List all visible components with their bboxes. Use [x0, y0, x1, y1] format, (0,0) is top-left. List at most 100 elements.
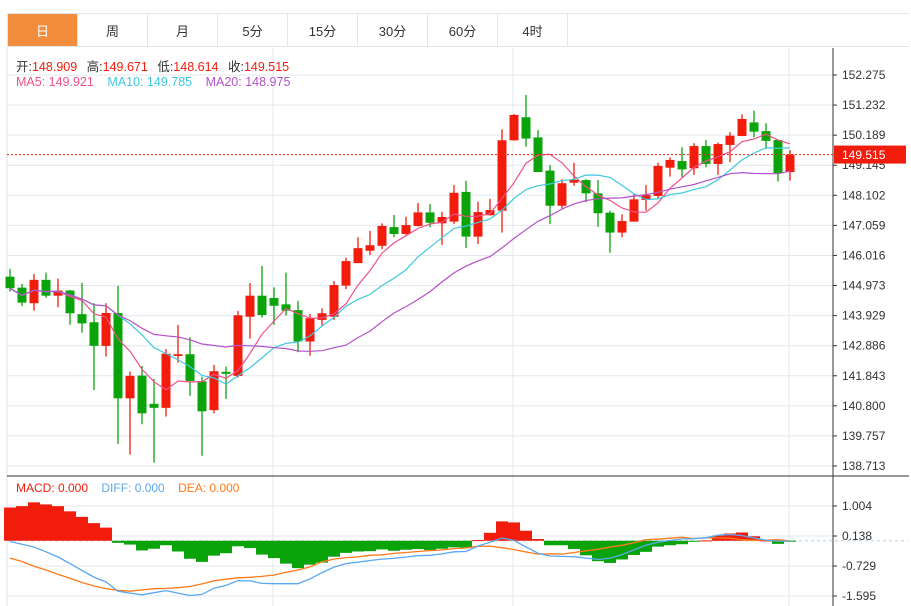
candle-body	[197, 381, 207, 412]
candle	[557, 179, 567, 209]
candle-body	[353, 248, 363, 264]
macd-bar	[484, 532, 496, 541]
ma10-line	[9, 147, 791, 385]
ma-legend: MA5: 149.921 MA10: 149.785 MA20: 148.975	[16, 75, 296, 89]
macd-bar	[616, 540, 628, 560]
candle-body	[65, 290, 75, 314]
macd-bar	[88, 523, 100, 541]
y-tick-label: 150.189	[842, 128, 886, 142]
candle	[341, 257, 351, 290]
ma10-value: MA10: 149.785	[107, 75, 193, 89]
candle-body	[41, 279, 51, 296]
macd-bar	[700, 540, 712, 542]
macd-bar	[424, 540, 436, 551]
macd-value: MACD: 0.000	[16, 481, 89, 495]
macd-bar	[148, 540, 160, 549]
low-value: 148.614	[173, 60, 219, 74]
close-label: 收:	[227, 60, 244, 74]
macd-bar	[364, 540, 376, 552]
y-tick-label: 147.059	[842, 218, 886, 232]
dea-value: DEA: 0.000	[178, 481, 240, 495]
candle	[41, 272, 51, 298]
macd-bar	[676, 540, 688, 545]
tab-0[interactable]: 日	[8, 14, 78, 46]
candle-body	[617, 221, 627, 233]
low-label: 低:	[157, 60, 174, 74]
candle-body	[437, 216, 447, 224]
candle	[149, 379, 159, 463]
tab-3[interactable]: 5分	[218, 14, 288, 46]
macd-bar	[232, 540, 244, 547]
candle-body	[737, 118, 747, 136]
macd-bar	[268, 540, 280, 559]
macd-bar	[568, 540, 580, 550]
candle	[737, 114, 747, 137]
candle	[749, 110, 759, 138]
macd-bar	[292, 540, 304, 569]
candle-body	[209, 371, 219, 411]
candle	[689, 143, 699, 175]
y-tick-label: 143.929	[842, 309, 886, 323]
candle-body	[137, 375, 147, 414]
macd-bar	[328, 540, 340, 557]
candle	[449, 184, 459, 224]
macd-bar	[52, 506, 64, 541]
macd-bar	[508, 522, 520, 541]
macd-bar	[40, 504, 52, 541]
y-tick-label: 138.713	[842, 459, 886, 473]
tab-4[interactable]: 15分	[288, 14, 358, 46]
candle	[713, 142, 723, 175]
macd-bar	[172, 540, 184, 552]
candle	[413, 202, 423, 227]
candle	[65, 289, 75, 325]
candle	[437, 211, 447, 245]
candle-body	[761, 131, 771, 141]
macd-bar	[244, 540, 256, 549]
candle	[137, 366, 147, 425]
macd-bar	[532, 539, 544, 541]
tab-6[interactable]: 60分	[428, 14, 498, 46]
tab-1[interactable]: 周	[78, 14, 148, 46]
candle-body	[425, 212, 435, 223]
candle	[221, 366, 231, 399]
candle	[461, 180, 471, 249]
current-price-badge	[834, 145, 906, 164]
macd-bar	[556, 540, 568, 546]
y-tick-label: 151.232	[842, 98, 886, 112]
candle	[317, 308, 327, 326]
candle-body	[557, 183, 567, 206]
candle-body	[149, 403, 159, 408]
candle-body	[5, 276, 15, 289]
y-tick-label: 142.886	[842, 339, 886, 353]
candle-body	[773, 140, 783, 174]
period-tabs: 日周月 5分 15分 30分 60分 4时	[7, 13, 909, 47]
candle	[581, 179, 591, 203]
high-value: 149.671	[102, 60, 148, 74]
macd-bar	[400, 540, 412, 550]
candle-body	[317, 313, 327, 320]
tab-7[interactable]: 4时	[498, 14, 568, 46]
candle-body	[173, 354, 183, 356]
y-tick-label: 148.102	[842, 188, 886, 202]
ma20-value: MA20: 148.975	[205, 75, 291, 89]
macd-bar	[592, 540, 604, 562]
macd-bar	[76, 516, 88, 541]
tab-5[interactable]: 30分	[358, 14, 428, 46]
candle-body	[485, 210, 495, 216]
candle-body	[509, 114, 519, 141]
macd-bar	[544, 540, 556, 546]
candle-body	[341, 261, 351, 286]
macd-bar	[28, 502, 40, 541]
candle-body	[29, 279, 39, 304]
candle-body	[785, 154, 795, 173]
macd-bar	[208, 540, 220, 556]
candle	[677, 147, 687, 178]
candle-body	[377, 225, 387, 246]
candle-body	[365, 245, 375, 251]
close-value: 149.515	[243, 60, 290, 74]
macd-bar	[124, 540, 136, 545]
macd-bar	[436, 540, 448, 549]
tab-2[interactable]: 月	[148, 14, 218, 46]
macd-bar	[664, 540, 676, 546]
